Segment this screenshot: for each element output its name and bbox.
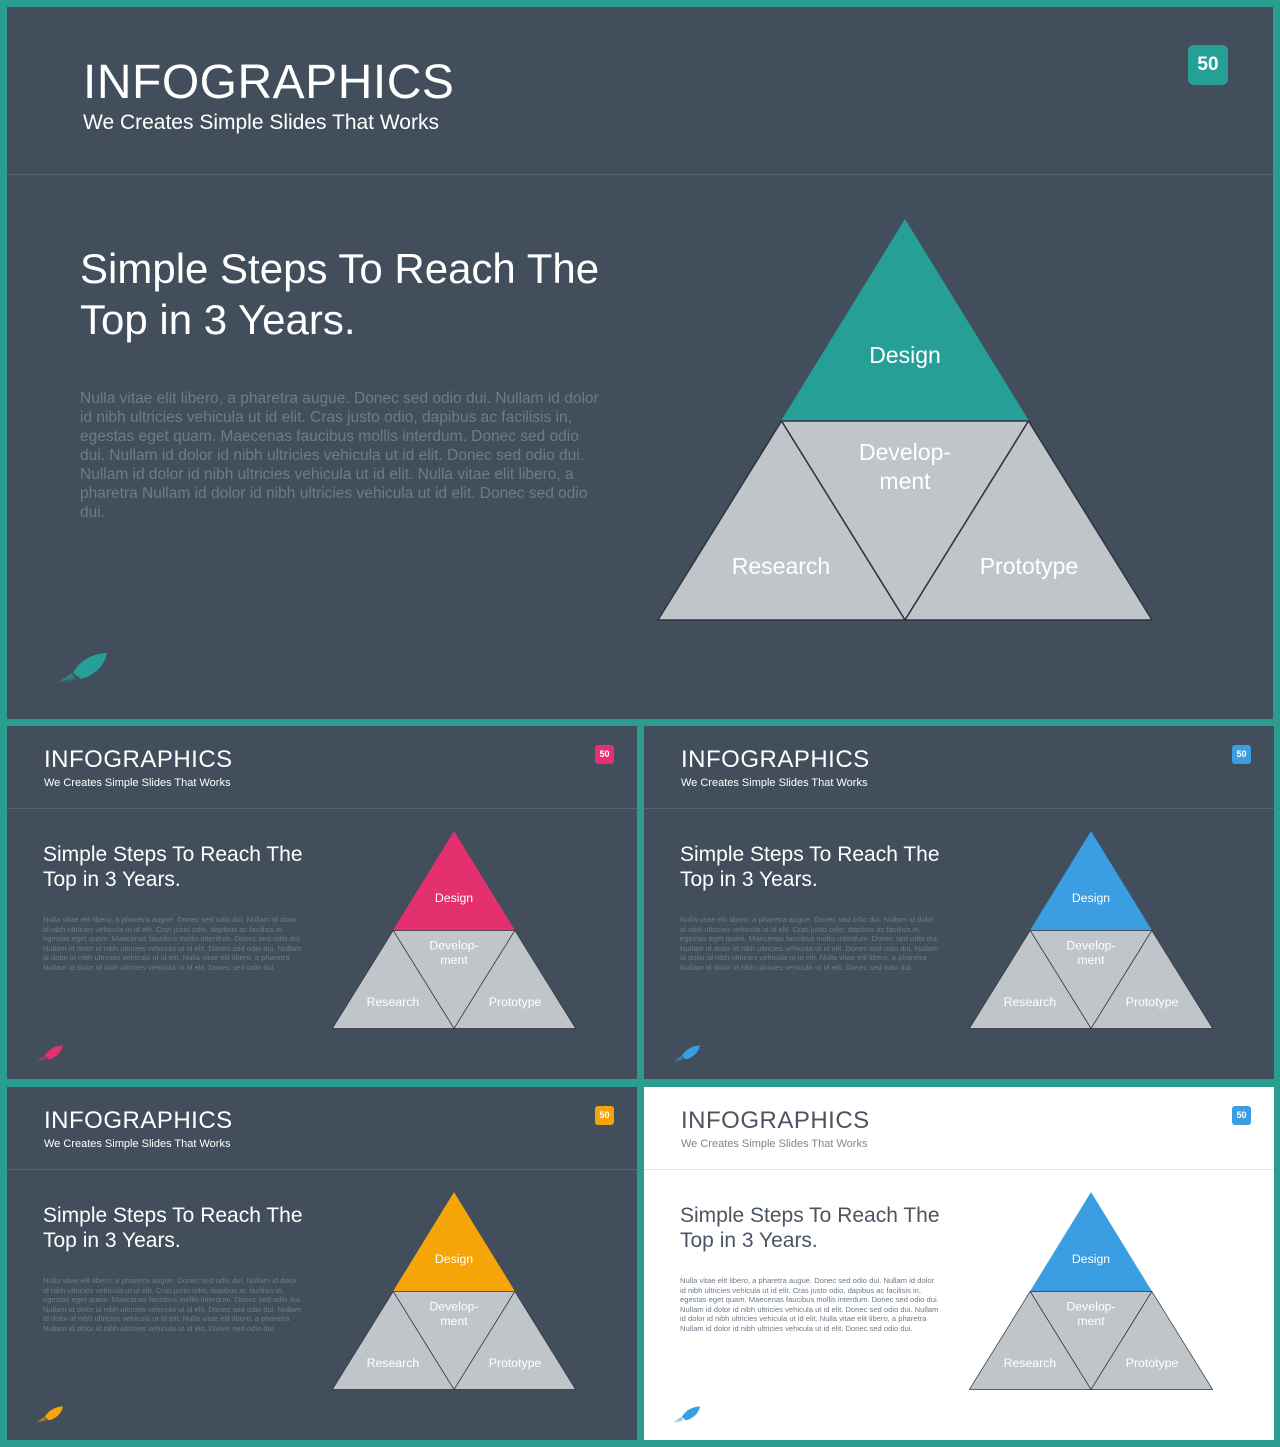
slide-white[interactable]: INFOGRAPHICS We Creates Simple Slides Th… xyxy=(644,1087,1274,1440)
header-divider xyxy=(7,174,1273,175)
pyramid-label-development-1: Develop- xyxy=(1066,939,1115,953)
pyramid-label-design: Design xyxy=(435,891,473,905)
slide-title: INFOGRAPHICS xyxy=(83,56,455,109)
body-paragraph: Nulla vitae elit libero, a pharetra augu… xyxy=(43,1276,302,1333)
pyramid-research-segment xyxy=(331,930,455,1029)
slide-pink[interactable]: INFOGRAPHICS We Creates Simple Slides Th… xyxy=(7,726,637,1079)
pyramid-prototype-segment xyxy=(1090,930,1214,1029)
body-paragraph: Nulla vitae elit libero, a pharetra augu… xyxy=(80,390,599,521)
pyramid-label-development-1: Develop- xyxy=(429,1300,478,1314)
rocket-icon xyxy=(673,1406,700,1424)
page-number-badge: 50 xyxy=(1232,745,1251,764)
slide-heading: Simple Steps To Reach The Top in 3 Years… xyxy=(680,842,950,892)
pyramid-prototype-segment xyxy=(1090,1291,1214,1390)
pyramid-research-segment xyxy=(968,930,1092,1029)
heading-line-2: Top in 3 Years. xyxy=(80,296,356,343)
pyramid-label-research: Research xyxy=(1004,995,1057,1009)
slide-main[interactable]: INFOGRAPHICS We Creates Simple Slides Th… xyxy=(7,7,1273,719)
pyramid-research-segment xyxy=(331,1291,455,1390)
slide-subtitle: We Creates Simple Slides That Works xyxy=(681,1138,868,1150)
rocket-icon xyxy=(673,1045,700,1063)
slide-subtitle: We Creates Simple Slides That Works xyxy=(44,1138,231,1150)
pyramid-label-development-2: ment xyxy=(440,1314,468,1328)
slide-blue[interactable]: INFOGRAPHICS We Creates Simple Slides Th… xyxy=(644,726,1274,1079)
pyramid-label-development-2: ment xyxy=(1077,1314,1105,1328)
heading-line-2: Top in 3 Years. xyxy=(680,868,818,891)
slide-subtitle: We Creates Simple Slides That Works xyxy=(44,777,231,789)
page-number-badge: 50 xyxy=(595,745,614,764)
heading-line-2: Top in 3 Years. xyxy=(680,1229,818,1252)
body-paragraph: Nulla vitae elit libero, a pharetra augu… xyxy=(680,915,939,972)
pyramid-design-segment xyxy=(392,1192,516,1292)
page-number-badge: 50 xyxy=(1232,1106,1251,1125)
body-paragraph: Nulla vitae elit libero, a pharetra augu… xyxy=(680,1276,939,1333)
pyramid-label-prototype: Prototype xyxy=(980,553,1078,579)
rocket-icon xyxy=(36,1406,63,1424)
heading-line-2: Top in 3 Years. xyxy=(43,868,181,891)
heading-line-1: Simple Steps To Reach The xyxy=(680,1204,940,1227)
pyramid-research-segment xyxy=(657,420,906,621)
pyramid-label-development-2: ment xyxy=(879,468,931,494)
pyramid-diagram: Design Develop- ment Research Prototype xyxy=(331,831,577,1029)
page-number-badge: 50 xyxy=(595,1106,614,1125)
slide-heading: Simple Steps To Reach The Top in 3 Years… xyxy=(80,243,620,345)
slide-subtitle: We Creates Simple Slides That Works xyxy=(681,777,868,789)
slide-heading: Simple Steps To Reach The Top in 3 Years… xyxy=(680,1203,950,1253)
slide-orange[interactable]: INFOGRAPHICS We Creates Simple Slides Th… xyxy=(7,1087,637,1440)
pyramid-label-prototype: Prototype xyxy=(1126,995,1179,1009)
slide-heading: Simple Steps To Reach The Top in 3 Years… xyxy=(43,1203,313,1253)
heading-line-2: Top in 3 Years. xyxy=(43,1229,181,1252)
pyramid-design-segment xyxy=(392,831,516,931)
pyramid-design-segment xyxy=(1029,1192,1153,1292)
pyramid-label-research: Research xyxy=(1004,1356,1057,1370)
pyramid-design-segment xyxy=(1029,831,1153,931)
pyramid-label-design: Design xyxy=(435,1252,473,1266)
heading-line-1: Simple Steps To Reach The xyxy=(680,843,940,866)
pyramid-prototype-segment xyxy=(453,930,577,1029)
pyramid-label-research: Research xyxy=(367,995,420,1009)
slide-subtitle: We Creates Simple Slides That Works xyxy=(83,111,439,134)
pyramid-diagram: Design Develop- ment Research Prototype xyxy=(331,1192,577,1390)
pyramid-label-research: Research xyxy=(367,1356,420,1370)
pyramid-prototype-segment xyxy=(904,420,1153,621)
rocket-icon xyxy=(36,1045,63,1063)
heading-line-1: Simple Steps To Reach The xyxy=(80,245,600,292)
rocket-icon xyxy=(57,653,107,684)
slide-title: INFOGRAPHICS xyxy=(681,746,870,773)
pyramid-label-development-2: ment xyxy=(1077,953,1105,967)
pyramid-label-development-1: Develop- xyxy=(859,439,951,465)
pyramid-label-development-2: ment xyxy=(440,953,468,967)
pyramid-label-prototype: Prototype xyxy=(1126,1356,1179,1370)
pyramid-diagram: Design Develop- ment Research Prototype xyxy=(657,219,1153,621)
pyramid-research-segment xyxy=(968,1291,1092,1390)
pyramid-label-prototype: Prototype xyxy=(489,995,542,1009)
slide-title: INFOGRAPHICS xyxy=(681,1107,870,1134)
heading-line-1: Simple Steps To Reach The xyxy=(43,1204,303,1227)
pyramid-diagram: Design Develop- ment Research Prototype xyxy=(968,831,1214,1029)
header-divider xyxy=(7,1169,637,1170)
pyramid-label-design: Design xyxy=(1072,1252,1110,1266)
pyramid-label-design: Design xyxy=(1072,891,1110,905)
pyramid-label-development-1: Develop- xyxy=(429,939,478,953)
pyramid-label-design: Design xyxy=(869,342,941,368)
pyramid-prototype-segment xyxy=(453,1291,577,1390)
heading-line-1: Simple Steps To Reach The xyxy=(43,843,303,866)
slide-title: INFOGRAPHICS xyxy=(44,1107,233,1134)
page-number-badge: 50 xyxy=(1188,45,1228,85)
header-divider xyxy=(644,808,1274,809)
header-divider xyxy=(644,1169,1274,1170)
slide-heading: Simple Steps To Reach The Top in 3 Years… xyxy=(43,842,313,892)
pyramid-label-prototype: Prototype xyxy=(489,1356,542,1370)
slide-title: INFOGRAPHICS xyxy=(44,746,233,773)
pyramid-label-development-1: Develop- xyxy=(1066,1300,1115,1314)
pyramid-diagram: Design Develop- ment Research Prototype xyxy=(968,1192,1214,1390)
pyramid-design-segment xyxy=(780,219,1030,422)
pyramid-label-research: Research xyxy=(732,553,830,579)
header-divider xyxy=(7,808,637,809)
body-paragraph: Nulla vitae elit libero, a pharetra augu… xyxy=(43,915,302,972)
